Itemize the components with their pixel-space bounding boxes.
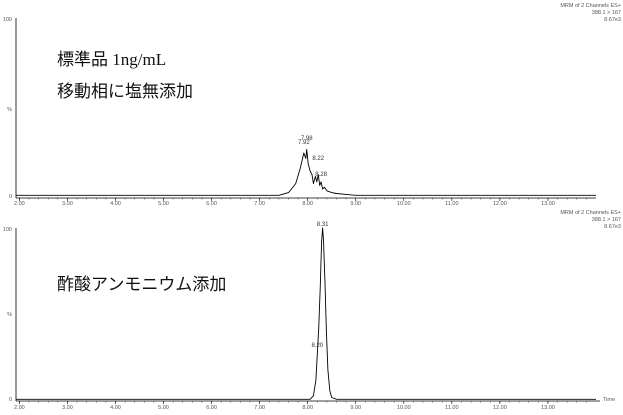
bottom-annotation-line-1: 酢酸アンモニウム添加	[57, 275, 226, 294]
chromatogram-top: MRM of 2 Channels ES+ 388.1 > 167 8.67e3…	[3, 3, 621, 207]
top-peak-label: 7.98	[301, 136, 313, 142]
bottom-x-axis-title: Time	[603, 397, 615, 403]
bottom-x-tick-label: 8.00	[302, 405, 313, 411]
bottom-header-line-2: 388.1 > 167	[592, 217, 621, 223]
top-y-tick-0: 0	[9, 194, 12, 200]
top-annotation-line-2: 移動相に塩無添加	[57, 82, 193, 101]
bottom-x-tick-label: 4.00	[110, 405, 121, 411]
top-header-line-1: MRM of 2 Channels ES+	[560, 3, 621, 9]
bottom-peak-label: 8.20	[311, 343, 323, 349]
bottom-y-axis-label: %	[7, 312, 12, 318]
top-peak-label: 7.92	[298, 140, 310, 146]
bottom-x-tick-label: 3.00	[62, 405, 73, 411]
bottom-x-tick-label: 7.00	[254, 405, 265, 411]
bottom-x-tick-label: 2.00	[14, 405, 25, 411]
top-x-tick-label: 8.00	[302, 201, 313, 207]
bottom-peak-label: 8.31	[317, 222, 329, 228]
bottom-x-tick-label: 6.00	[206, 405, 217, 411]
top-annotation-line-1: 標準品 1ng/mL	[57, 50, 166, 69]
bottom-x-tick-label: 9.00	[350, 405, 361, 411]
top-x-tick-label: 7.00	[254, 201, 265, 207]
bottom-chromatogram-trace	[16, 227, 596, 400]
top-x-tick-label: 3.00	[62, 201, 73, 207]
top-x-tick-label: 5.00	[158, 201, 169, 207]
bottom-header-line-1: MRM of 2 Channels ES+	[560, 210, 621, 216]
bottom-x-tick-label: 5.00	[158, 405, 169, 411]
top-x-tick-label: 6.00	[206, 201, 217, 207]
top-header-line-3: 8.67e3	[604, 17, 621, 23]
bottom-y-tick-0: 0	[9, 397, 12, 403]
top-x-tick-label: 2.00	[14, 201, 25, 207]
bottom-x-tick-label: 10.00	[397, 405, 411, 411]
top-x-tick-label: 4.00	[110, 201, 121, 207]
top-x-tick-label: 9.00	[350, 201, 361, 207]
top-x-tick-label: 10.00	[397, 201, 411, 207]
chromatogram-bottom: MRM of 2 Channels ES+ 388.1 > 167 8.67e3…	[3, 210, 621, 411]
bottom-x-tick-label: 13.00	[541, 405, 555, 411]
top-y-axis-label: %	[7, 107, 12, 113]
top-x-tick-label: 13.00	[541, 201, 555, 207]
top-header-line-2: 388.1 > 167	[592, 10, 621, 16]
bottom-x-tick-label: 12.00	[493, 405, 507, 411]
top-y-tick-100: 100	[3, 17, 12, 23]
top-x-tick-label: 11.00	[445, 201, 458, 207]
top-peak-label: 8.22	[312, 156, 324, 162]
top-x-tick-label: 12.00	[493, 201, 507, 207]
bottom-header-line-3: 8.67e3	[604, 224, 621, 230]
top-peak-label: 8.28	[315, 172, 327, 178]
bottom-y-tick-100: 100	[3, 227, 12, 233]
top-chromatogram-trace	[16, 148, 596, 196]
bottom-x-tick-label: 11.00	[445, 405, 458, 411]
